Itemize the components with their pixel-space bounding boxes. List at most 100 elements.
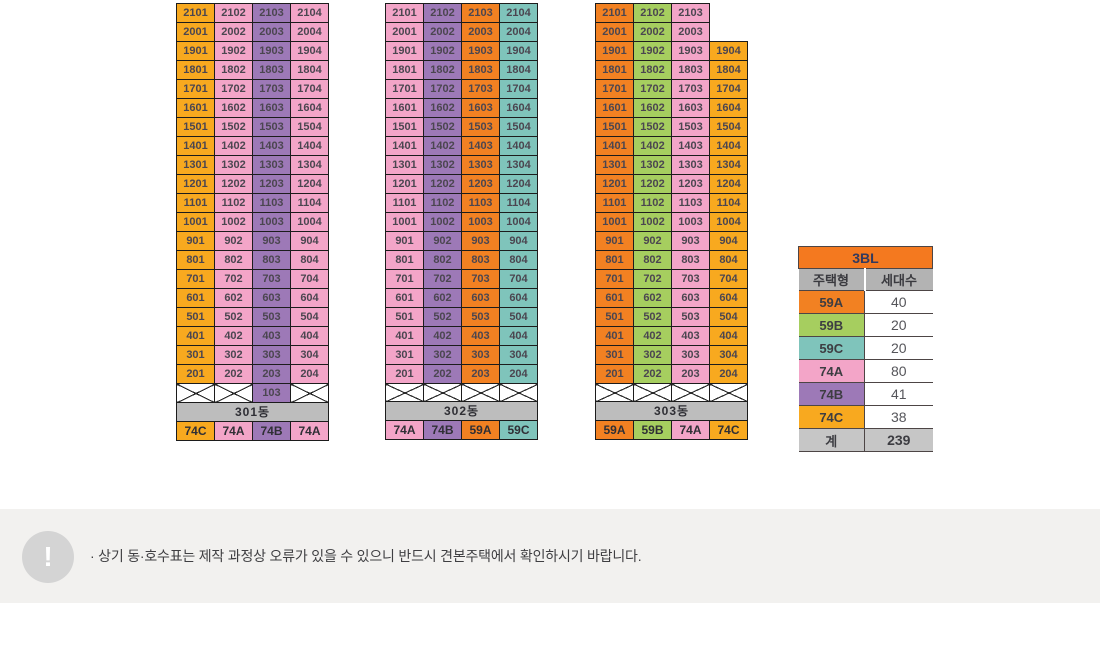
unit-cell: 1902 [423, 41, 462, 61]
floor-row: 1201 1202 1203 1204 [595, 174, 748, 194]
unit-cell: 1804 [709, 60, 748, 80]
unit-cell: 204 [290, 364, 329, 384]
legend-row: 59A 40 [798, 290, 933, 314]
unit-type-label: 74C [709, 420, 748, 440]
unit-cell: 1603 [252, 98, 291, 118]
unit-cell: 1501 [385, 117, 424, 137]
unit-cell: 2003 [461, 22, 500, 42]
unit-cell: 2102 [633, 3, 672, 23]
unit-cell: 103 [252, 383, 291, 403]
unit-cell: 503 [461, 307, 500, 327]
unit-cell: 1201 [176, 174, 215, 194]
unit-cell: 303 [461, 345, 500, 365]
unit-cell: 1503 [461, 117, 500, 137]
unit-cell: 304 [499, 345, 538, 365]
legend-type-cell: 74A [798, 359, 865, 383]
unit-cell: 1403 [252, 136, 291, 156]
unit-cell: 1902 [633, 41, 672, 61]
unit-cell: 1004 [290, 212, 329, 232]
unit-cell: 502 [423, 307, 462, 327]
notice-text: · 상기 동·호수표는 제작 과정상 오류가 있을 수 있으니 반드시 견본주택… [90, 548, 642, 564]
unit-cell: 601 [595, 288, 634, 308]
floor-row: 501 502 503 504 [176, 307, 329, 327]
unit-cell: 404 [709, 326, 748, 346]
unit-cell: 904 [709, 231, 748, 251]
unit-cell: 1204 [709, 174, 748, 194]
unit-cell: 704 [499, 269, 538, 289]
unit-cell: 2101 [176, 3, 215, 23]
unit-cell: 1302 [423, 155, 462, 175]
unit-cell: 703 [252, 269, 291, 289]
unit-cell: 201 [385, 364, 424, 384]
unit-cell: 1403 [671, 136, 710, 156]
floor-row: 1601 1602 1603 1604 [176, 98, 329, 118]
unit-cell: 903 [461, 231, 500, 251]
legend-row: 74C 38 [798, 405, 933, 429]
unit-cell: 1101 [595, 193, 634, 213]
unit-cell: 1103 [252, 193, 291, 213]
unit-cell: 1401 [595, 136, 634, 156]
floor-row: 1501 1502 1503 1504 [595, 117, 748, 137]
floor-row: 701 702 703 704 [595, 269, 748, 289]
unit-cell: 1701 [176, 79, 215, 99]
unit-type-label: 74A [290, 421, 329, 441]
floor-row: 301 302 303 304 [176, 345, 329, 365]
floor-row: 2001 2002 2003 [595, 22, 748, 42]
floor-row: 901 902 903 904 [595, 231, 748, 251]
floor-row: 301 302 303 304 [595, 345, 748, 365]
unit-cell: 1102 [633, 193, 672, 213]
floor-row: 401 402 403 404 [176, 326, 329, 346]
floor-row: 2101 2102 2103 2104 [385, 3, 538, 23]
floor-row: 1401 1402 1403 1404 [176, 136, 329, 156]
unit-cell: 1102 [214, 193, 253, 213]
closed-unit-cell [385, 383, 424, 402]
unit-cell: 801 [595, 250, 634, 270]
unit-cell: 301 [595, 345, 634, 365]
floor-row: 1901 1902 1903 1904 [385, 41, 538, 61]
legend-type-cell: 74B [798, 382, 865, 406]
unit-cell: 1801 [385, 60, 424, 80]
legend-count-cell: 80 [864, 359, 933, 383]
unit-cell: 504 [290, 307, 329, 327]
unit-cell: 301 [385, 345, 424, 365]
unit-cell: 702 [423, 269, 462, 289]
unit-cell: 2002 [633, 22, 672, 42]
unit-type-row: 74C 74A 74B 74A [176, 421, 329, 441]
unit-cell: 302 [633, 345, 672, 365]
legend-count-cell: 40 [864, 290, 933, 314]
unit-cell: 1103 [671, 193, 710, 213]
building-stack-303: 2101 2102 2103 2001 2002 2003 1901 1902 1903 1904… [595, 3, 748, 440]
unit-cell: 1003 [461, 212, 500, 232]
unit-cell: 303 [671, 345, 710, 365]
unit-cell: 1302 [633, 155, 672, 175]
unit-cell: 902 [423, 231, 462, 251]
unit-cell: 204 [499, 364, 538, 384]
unit-cell: 304 [709, 345, 748, 365]
unit-cell: 701 [385, 269, 424, 289]
unit-cell: 2103 [671, 3, 710, 23]
unit-cell: 602 [423, 288, 462, 308]
floor-row: 1301 1302 1303 1304 [176, 155, 329, 175]
unit-cell: 1004 [709, 212, 748, 232]
unit-cell: 404 [290, 326, 329, 346]
unit-cell: 501 [595, 307, 634, 327]
floor-row: 1701 1702 1703 1704 [385, 79, 538, 99]
unit-cell: 1804 [499, 60, 538, 80]
unit-cell: 1202 [633, 174, 672, 194]
unit-cell: 1402 [423, 136, 462, 156]
unit-cell: 1203 [252, 174, 291, 194]
unit-cell: 1803 [252, 60, 291, 80]
unit-cell: 1804 [290, 60, 329, 80]
unit-cell: 203 [252, 364, 291, 384]
unit-cell: 401 [595, 326, 634, 346]
floor-row: 1501 1502 1503 1504 [176, 117, 329, 137]
floor-row: 1701 1702 1703 1704 [176, 79, 329, 99]
floor-row [595, 383, 748, 402]
unit-cell: 704 [709, 269, 748, 289]
unit-cell: 1602 [214, 98, 253, 118]
floor-row: 2001 2002 2003 2004 [176, 22, 329, 42]
floor-row: 601 602 603 604 [595, 288, 748, 308]
unit-cell: 1404 [499, 136, 538, 156]
unit-cell: 1404 [290, 136, 329, 156]
floor-row: 1601 1602 1603 1604 [385, 98, 538, 118]
